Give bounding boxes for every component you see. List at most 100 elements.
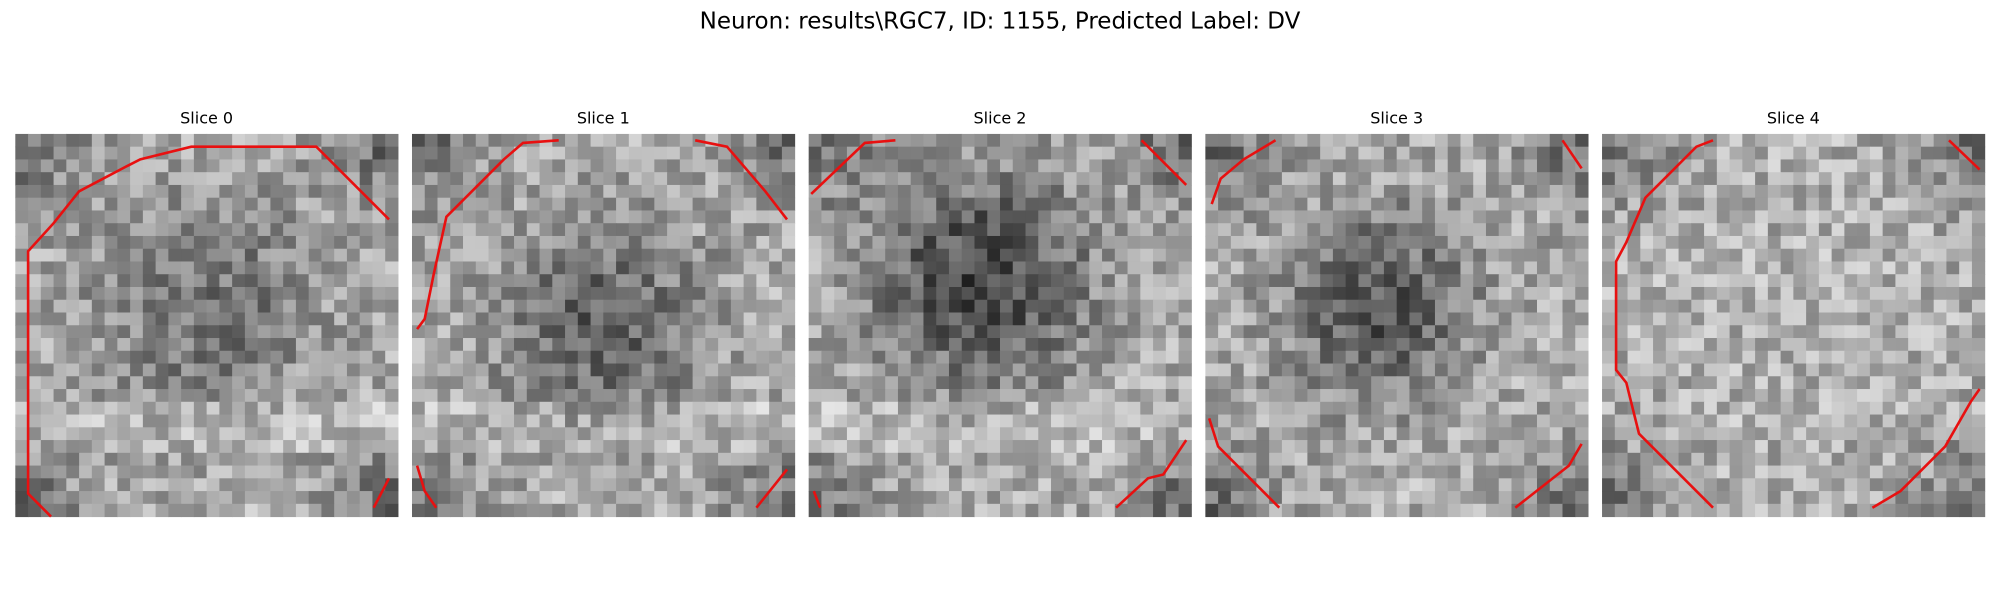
image-pixel — [232, 184, 246, 199]
image-pixel — [1729, 172, 1743, 186]
image-pixel — [1665, 159, 1680, 173]
image-pixel — [1857, 465, 1871, 479]
image-pixel — [142, 299, 157, 313]
image-pixel — [270, 274, 284, 288]
image-pixel — [232, 414, 246, 428]
image-pixel — [514, 312, 528, 326]
image-pixel — [424, 133, 438, 148]
image-pixel — [1869, 184, 1884, 199]
image-pixel — [232, 401, 246, 416]
image-pixel — [1256, 172, 1270, 186]
image-pixel — [193, 452, 208, 467]
image-pixel — [1076, 197, 1090, 211]
image-pixel — [1716, 312, 1731, 326]
image-pixel — [692, 286, 706, 301]
image-pixel — [808, 414, 822, 428]
image-pixel — [1562, 440, 1576, 454]
image-pixel — [987, 401, 1001, 416]
image-pixel — [514, 210, 528, 224]
contour-line — [694, 139, 789, 221]
image-pixel — [1933, 133, 1947, 148]
image-pixel — [488, 465, 502, 479]
image-pixel — [1127, 197, 1141, 211]
image-pixel — [603, 235, 617, 250]
image-pixel — [295, 261, 310, 275]
image-pixel — [1780, 184, 1794, 199]
image-pixel — [974, 248, 988, 262]
image-pixel — [270, 465, 284, 479]
image-pixel — [1243, 389, 1257, 403]
image-pixel — [437, 299, 451, 313]
image-pixel — [1012, 299, 1027, 313]
image-pixel — [1946, 338, 1960, 352]
image-pixel — [1153, 286, 1167, 301]
image-pixel — [628, 133, 643, 148]
image-pixel — [1933, 325, 1947, 339]
image-pixel — [1602, 274, 1616, 288]
image-pixel — [1498, 299, 1512, 313]
image-pixel — [1780, 210, 1794, 224]
image-pixel — [1524, 478, 1538, 492]
image-pixel — [385, 363, 399, 377]
image-pixel — [514, 350, 528, 365]
image-pixel — [257, 325, 271, 339]
image-pixel — [1230, 363, 1245, 377]
image-pixel — [961, 414, 975, 428]
image-pixel — [1358, 503, 1372, 518]
image-pixel — [1895, 172, 1909, 186]
image-pixel — [1358, 401, 1372, 416]
image-pixel — [1882, 274, 1896, 288]
image-pixel — [1767, 491, 1782, 505]
image-pixel — [1294, 465, 1308, 479]
image-pixel — [79, 452, 93, 467]
image-pixel — [334, 235, 348, 250]
image-pixel — [1485, 452, 1500, 467]
image-pixel — [206, 427, 220, 441]
image-pixel — [885, 312, 899, 326]
image-pixel — [769, 440, 783, 454]
image-pixel — [257, 440, 271, 454]
image-pixel — [1038, 223, 1052, 237]
image-pixel — [155, 210, 169, 224]
image-pixel — [1665, 299, 1680, 313]
image-pixel — [1742, 146, 1756, 160]
image-pixel — [1281, 286, 1296, 301]
image-pixel — [1485, 338, 1500, 352]
image-pixel — [936, 146, 950, 160]
image-pixel — [1831, 210, 1845, 224]
image-pixel — [667, 427, 681, 441]
image-pixel — [1920, 427, 1935, 441]
image-pixel — [846, 223, 861, 237]
image-pixel — [206, 223, 220, 237]
image-pixel — [1755, 159, 1769, 173]
image-pixel — [117, 452, 131, 467]
image-pixel — [974, 414, 988, 428]
image-pixel — [961, 274, 975, 288]
image-pixel — [974, 389, 988, 403]
image-pixel — [961, 503, 975, 518]
image-pixel — [769, 286, 783, 301]
image-pixel — [679, 197, 694, 211]
image-pixel — [1396, 299, 1410, 313]
image-pixel — [1256, 159, 1270, 173]
image-pixel — [1844, 363, 1858, 377]
image-pixel — [1205, 274, 1219, 288]
image-pixel — [437, 350, 451, 365]
image-pixel — [283, 427, 297, 441]
image-pixel — [1294, 235, 1308, 250]
image-pixel — [295, 452, 310, 467]
image-pixel — [1230, 133, 1245, 148]
image-pixel — [270, 210, 284, 224]
image-pixel — [1818, 401, 1833, 416]
image-pixel — [1729, 261, 1743, 275]
image-pixel — [1895, 286, 1909, 301]
image-pixel — [359, 452, 373, 467]
image-pixel — [1524, 172, 1538, 186]
image-pixel — [1640, 172, 1654, 186]
image-pixel — [590, 350, 604, 365]
image-pixel — [53, 312, 67, 326]
image-pixel — [1691, 401, 1705, 416]
image-pixel — [1358, 363, 1372, 377]
image-pixel — [1114, 401, 1129, 416]
image-pixel — [91, 325, 106, 339]
